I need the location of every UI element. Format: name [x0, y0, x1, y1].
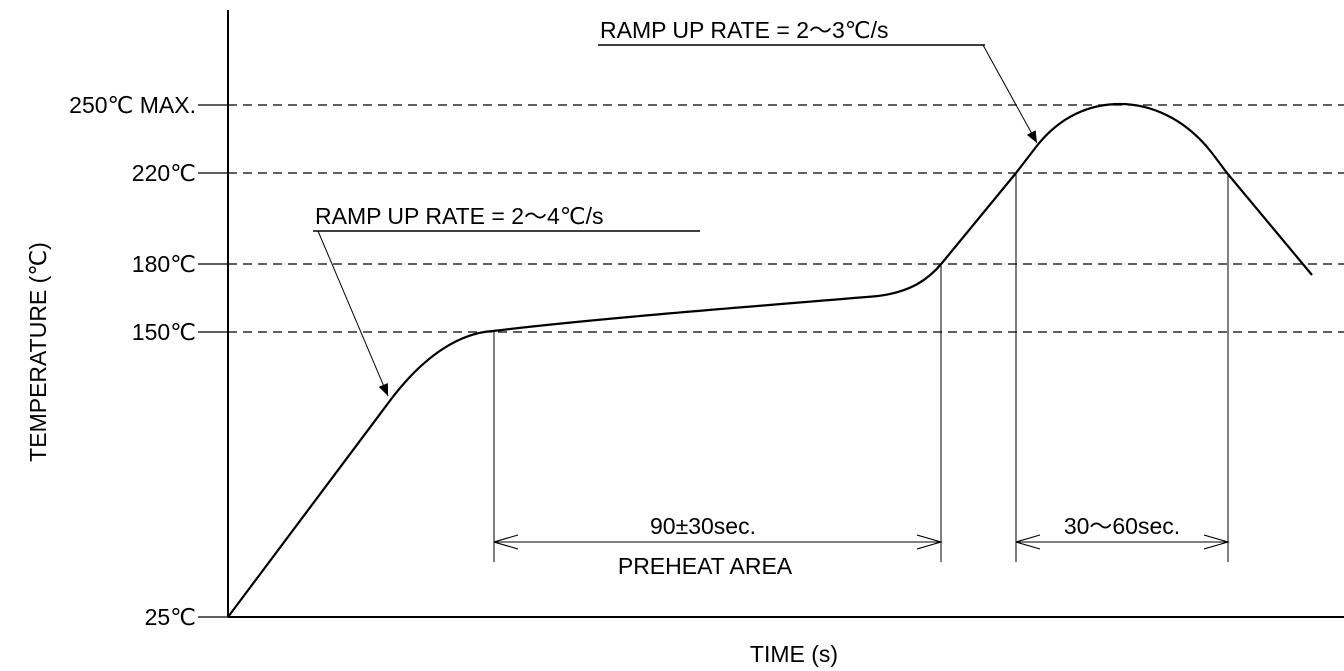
- reflow-duration-label: 30～60sec.: [1064, 513, 1180, 539]
- ramp-up-reflow-label: RAMP UP RATE = 2～3℃/s: [600, 17, 889, 43]
- ramp-up-preheat-label: RAMP UP RATE = 2～4℃/s: [315, 203, 604, 229]
- ramp-up-preheat-leader: [317, 230, 389, 397]
- temp-label-150: 150℃: [132, 319, 196, 345]
- temp-label-220: 220℃: [132, 160, 196, 186]
- y-axis-title: TEMPERATURE (℃): [25, 242, 51, 462]
- x-axis-title: TIME (s): [750, 641, 838, 667]
- temperature-profile-curve: [227, 102, 1313, 618]
- ramp-up-reflow-leader: [982, 44, 1038, 144]
- temp-label-180: 180℃: [132, 251, 196, 277]
- temp-label-25: 25℃: [145, 604, 196, 630]
- preheat-duration-label: 90±30sec.: [650, 513, 756, 539]
- temp-label-250: 250℃ MAX.: [69, 92, 196, 118]
- preheat-area-label: PREHEAT AREA: [618, 553, 793, 579]
